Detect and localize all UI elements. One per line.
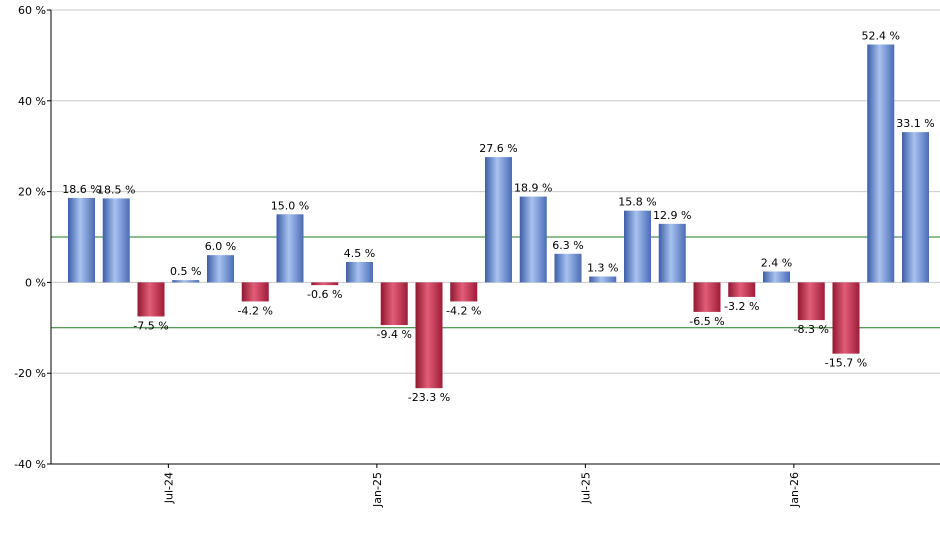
data-label: -0.6 % (307, 288, 342, 301)
bar (728, 282, 756, 297)
bar (902, 132, 929, 283)
bar (68, 197, 95, 283)
bar (172, 280, 200, 283)
y-tick-label: 0 % (25, 276, 46, 289)
data-label: 27.6 % (479, 142, 517, 155)
bar (346, 261, 373, 283)
bar (241, 282, 269, 302)
bar (658, 223, 686, 283)
data-label: 52.4 % (862, 30, 900, 43)
data-label: 18.6 % (62, 183, 100, 196)
x-tick-label: Jan-26 (788, 472, 801, 508)
bar (415, 282, 443, 389)
data-label: -4.2 % (238, 304, 273, 317)
x-tick-label: Jan-25 (371, 472, 384, 508)
data-label: -15.7 % (825, 357, 867, 370)
y-tick-label: -40 % (14, 458, 46, 471)
bar (797, 282, 825, 321)
data-label: 15.0 % (271, 199, 309, 212)
bar (763, 271, 790, 283)
data-label: 18.9 % (514, 182, 552, 195)
bar (519, 196, 547, 283)
bar (589, 276, 617, 283)
data-label: -8.3 % (794, 323, 829, 336)
data-label: 1.3 % (587, 261, 618, 274)
bar (137, 282, 165, 317)
y-tick-label: 20 % (18, 186, 46, 199)
data-label: 12.9 % (653, 209, 691, 222)
bar (832, 282, 860, 354)
data-label: -6.5 % (689, 315, 724, 328)
y-tick-label: -20 % (14, 367, 46, 380)
x-tick-label: Jul-25 (579, 472, 592, 504)
data-label: 18.5 % (97, 183, 135, 196)
bar (450, 282, 478, 302)
data-label: 6.3 % (552, 239, 583, 252)
data-label: 15.8 % (618, 196, 656, 209)
data-label: -3.2 % (724, 300, 759, 313)
data-label: 6.0 % (205, 240, 236, 253)
y-tick-label: 40 % (18, 95, 46, 108)
data-label: -7.5 % (133, 319, 168, 332)
x-tick-label: Jul-24 (162, 472, 175, 504)
data-label: 4.5 % (344, 247, 375, 260)
bars (68, 44, 929, 389)
data-label: 33.1 % (896, 117, 934, 130)
data-label: -4.2 % (446, 304, 481, 317)
bar (311, 282, 339, 286)
axes: -40 % -20 % 0 % 20 % 40 % 60 % Jul-24 Jan-25 Jul… (14, 4, 940, 508)
data-label: 2.4 % (761, 257, 792, 270)
bar (207, 255, 234, 283)
bar (867, 44, 895, 283)
data-label: -23.3 % (408, 391, 450, 404)
data-labels: 18.6 %18.5 % -7.5 % 0.5 % 6.0 % -4.2 % 15.0 %… (62, 30, 934, 405)
data-label: -9.4 % (377, 328, 412, 341)
bar (380, 282, 408, 326)
bar (485, 157, 512, 283)
bar (624, 210, 651, 283)
bar (102, 198, 130, 283)
bar (276, 214, 304, 283)
data-label: 0.5 % (170, 265, 201, 278)
y-tick-label: 60 % (18, 4, 46, 17)
bar (554, 253, 582, 283)
bar (693, 282, 721, 312)
